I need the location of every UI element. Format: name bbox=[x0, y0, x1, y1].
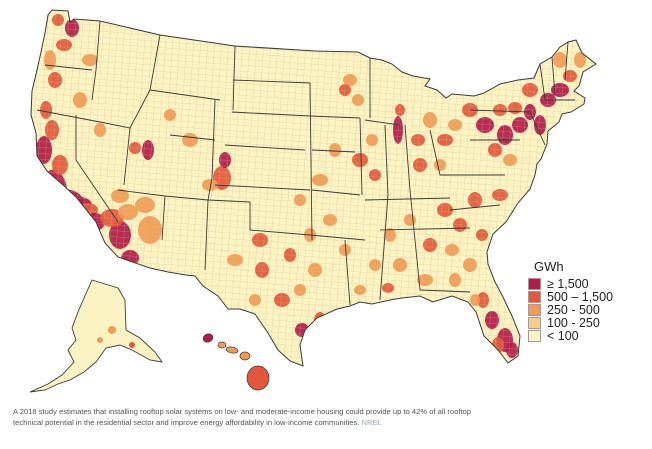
legend-label: ≥ 1,500 bbox=[547, 276, 589, 291]
contiguous-us bbox=[30, 9, 597, 367]
state-border bbox=[419, 289, 471, 293]
us-outline bbox=[30, 9, 597, 367]
state-border bbox=[564, 41, 569, 81]
county-cluster bbox=[97, 337, 103, 343]
hawaii-island bbox=[246, 365, 270, 391]
state-border bbox=[169, 134, 216, 141]
hawaii-island bbox=[202, 333, 214, 343]
state-border bbox=[207, 199, 311, 236]
state-border bbox=[99, 121, 131, 129]
state-border bbox=[123, 127, 131, 186]
state-border bbox=[364, 119, 401, 126]
state-border bbox=[379, 194, 389, 301]
state-border bbox=[539, 63, 546, 101]
legend-title: GWh bbox=[534, 259, 564, 274]
legend-swatch bbox=[528, 303, 541, 316]
legend-label: 100 - 250 bbox=[547, 315, 600, 330]
legend-swatch bbox=[528, 277, 541, 290]
us-county-map bbox=[29, 9, 597, 393]
state-border bbox=[344, 239, 351, 306]
alaska bbox=[29, 279, 163, 393]
state-border bbox=[309, 234, 366, 241]
county-borders bbox=[31, 10, 596, 366]
hawaii-island bbox=[239, 351, 251, 361]
state-borders bbox=[36, 20, 575, 306]
legend-item: 250 - 500 bbox=[528, 302, 638, 317]
hawaii bbox=[202, 333, 270, 391]
caption-credit: NREL bbox=[361, 418, 382, 427]
legend-swatch bbox=[528, 329, 541, 342]
legend-item: 100 - 250 bbox=[528, 315, 638, 330]
county-cluster bbox=[108, 326, 116, 334]
state-border bbox=[449, 204, 501, 211]
legend-swatch bbox=[528, 316, 541, 329]
state-border bbox=[409, 189, 421, 291]
state-border bbox=[529, 111, 546, 146]
state-border bbox=[75, 115, 119, 223]
state-border bbox=[211, 99, 216, 179]
state-border bbox=[359, 117, 363, 196]
legend-label: 250 - 500 bbox=[547, 302, 600, 317]
legend-label: < 100 bbox=[547, 328, 579, 343]
state-border bbox=[311, 189, 361, 196]
legend-item: < 100 bbox=[528, 328, 638, 343]
state-border bbox=[91, 20, 101, 101]
state-border bbox=[551, 56, 556, 96]
caption-text: A 2018 study estimates that installing r… bbox=[13, 407, 471, 427]
state-border bbox=[469, 109, 531, 113]
map-legend: GWh ≥ 1,500 500 – 1,500 250 - 500 100 - 250… bbox=[528, 259, 638, 343]
state-border bbox=[224, 144, 306, 151]
state-border bbox=[214, 184, 311, 191]
state-border bbox=[404, 124, 411, 191]
state-border bbox=[429, 129, 470, 176]
alaska-shape bbox=[29, 279, 163, 393]
state-border bbox=[311, 149, 356, 153]
state-border bbox=[364, 197, 451, 201]
legend-item: 500 – 1,500 bbox=[528, 289, 638, 304]
hawaii-island bbox=[217, 341, 227, 349]
state-border bbox=[36, 109, 101, 123]
county-cluster bbox=[129, 342, 135, 348]
state-border bbox=[149, 89, 221, 101]
state-border bbox=[309, 115, 361, 119]
legend-item: ≥ 1,500 bbox=[528, 276, 638, 291]
state-border bbox=[232, 45, 236, 111]
state-border bbox=[231, 111, 311, 117]
legend-label: 500 – 1,500 bbox=[547, 289, 614, 304]
alaska-heat-layer bbox=[97, 326, 135, 348]
figure-caption: A 2018 study estimates that installing r… bbox=[13, 406, 483, 428]
state-border bbox=[232, 79, 311, 84]
hawaii-island bbox=[225, 346, 239, 354]
state-border bbox=[384, 124, 389, 196]
legend-swatch bbox=[528, 290, 541, 303]
state-border bbox=[309, 82, 313, 241]
state-border bbox=[44, 64, 93, 71]
state-border bbox=[379, 227, 471, 231]
state-border bbox=[207, 177, 213, 201]
